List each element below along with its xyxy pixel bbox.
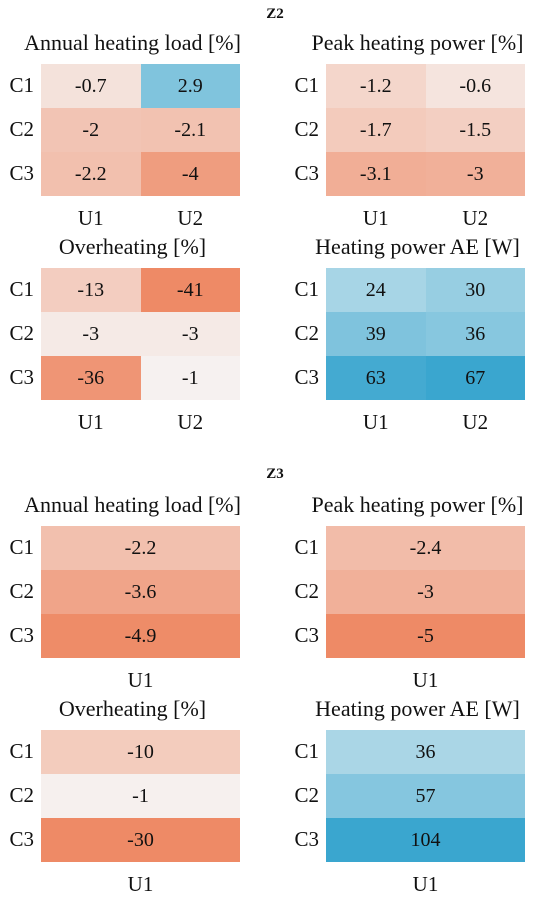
row-label: C1 [294, 535, 319, 559]
heatmap-cell: -3.6 [41, 570, 240, 615]
section-title: Z2 [266, 6, 284, 22]
heatmap-cell: 30 [425, 268, 525, 313]
panel-title: Overheating [%] [58, 234, 207, 259]
row-label: C1 [9, 739, 34, 763]
row-label: C1 [294, 277, 319, 301]
heatmap-cell: -1.7 [326, 108, 427, 153]
heatmap-panel: Heating power AE [W] 24 30 39 36 63 67 C1 C2 C3 U1… [285, 234, 550, 434]
heatmap-grid: -10 -1 -30 [41, 730, 240, 862]
heatmap-cell: 104 [326, 818, 525, 862]
column-label: U1 [362, 410, 389, 434]
panel-title: Peak heating power [%] [311, 492, 524, 517]
column-label: U1 [77, 410, 104, 434]
row-label: C1 [9, 535, 34, 559]
column-label: U2 [177, 206, 204, 230]
heatmap-cell: -41 [140, 268, 240, 313]
heatmap-grid: -13 -41 -3 -3 -36 -1 [41, 268, 240, 400]
heatmap-cell: -2.4 [326, 526, 525, 571]
heatmap-cell: -2.2 [41, 152, 142, 196]
row-label: C3 [9, 827, 34, 851]
row-label: C2 [9, 321, 34, 345]
row-label: C1 [9, 277, 34, 301]
heatmap-panel: Heating power AE [W] 36 57 104 C1 C2 C3 U1 [285, 696, 550, 896]
heatmap-panel: Peak heating power [%] -2.4 -3 -5 C1 C2 C3 U1 [285, 492, 550, 692]
column-label: U1 [412, 872, 439, 896]
heatmap-cell: 67 [425, 356, 525, 400]
heatmap-cell: -4 [140, 152, 240, 196]
panel-title: Annual heating load [%] [24, 30, 241, 55]
section-title: Z3 [266, 466, 284, 482]
row-label: C3 [294, 365, 319, 389]
heatmap-panel: Overheating [%] -10 -1 -30 C1 C2 C3 U1 [0, 696, 265, 896]
heatmap-cell: -3 [41, 312, 142, 357]
heatmap-cell: 63 [326, 356, 427, 400]
heatmap-grid: -2.2 -3.6 -4.9 [41, 526, 240, 658]
heatmap-cell: -2.1 [140, 108, 240, 153]
heatmap-cell: -3 [326, 570, 525, 615]
column-label: U1 [362, 206, 389, 230]
heatmap-cell: 36 [326, 730, 525, 775]
heatmap-cell: -1.5 [425, 108, 525, 153]
heatmap-cell: -4.9 [41, 614, 240, 658]
row-label: C2 [9, 783, 34, 807]
row-label: C2 [9, 579, 34, 603]
row-label: C3 [294, 161, 319, 185]
heatmap-cell: -10 [41, 730, 240, 775]
heatmap-panel: Annual heating load [%] -2.2 -3.6 -4.9 C1 C2 C… [0, 492, 265, 692]
row-label: C3 [294, 623, 319, 647]
column-label: U1 [127, 872, 154, 896]
heatmap-cell: -2.2 [41, 526, 240, 571]
heatmap-cell: -3 [425, 152, 525, 196]
column-label: U2 [177, 410, 204, 434]
row-label: C2 [294, 321, 319, 345]
row-label: C2 [294, 117, 319, 141]
column-label: U1 [412, 668, 439, 692]
heatmap-cell: 57 [326, 774, 525, 819]
row-label: C3 [9, 365, 34, 389]
heatmap-grid: 24 30 39 36 63 67 [326, 268, 525, 400]
column-label: U1 [77, 206, 104, 230]
panel-title: Heating power AE [W] [315, 696, 520, 721]
panel-title: Peak heating power [%] [311, 30, 524, 55]
panel-title: Annual heating load [%] [24, 492, 241, 517]
heatmap-cell: -30 [41, 818, 240, 862]
row-label: C1 [9, 73, 34, 97]
row-label: C3 [9, 623, 34, 647]
heatmap-panel: Overheating [%] -13 -41 -3 -3 -36 -1 C1 C2 C3 U1 U2 [0, 234, 265, 434]
heatmap-cell: -1 [41, 774, 240, 819]
heatmap-panel: Annual heating load [%] -0.7 2.9 -2 -2.1 -2.2… [0, 30, 265, 230]
heatmap-cell: 39 [326, 312, 427, 357]
heatmap-cell: -0.6 [425, 64, 525, 109]
panel-title: Overheating [%] [58, 696, 207, 721]
heatmap-cell: -3 [140, 312, 240, 357]
heatmap-panel: Peak heating power [%] -1.2 -0.6 -1.7 -1.5 -3… [285, 30, 550, 230]
heatmap-cell: -36 [41, 356, 142, 400]
heatmap-grid: -0.7 2.9 -2 -2.1 -2.2 -4 [41, 64, 240, 196]
heatmap-cell: -13 [41, 268, 142, 313]
row-label: C1 [294, 739, 319, 763]
row-label: C2 [294, 783, 319, 807]
panel-title: Heating power AE [W] [315, 234, 520, 259]
heatmap-cell: -1.2 [326, 64, 427, 109]
row-label: C3 [9, 161, 34, 185]
heatmap-cell: -1 [140, 356, 240, 400]
heatmap-cell: 2.9 [140, 64, 240, 109]
row-label: C3 [294, 827, 319, 851]
heatmap-grid: 36 57 104 [326, 730, 525, 862]
heatmap-cell: 24 [326, 268, 427, 313]
row-label: C2 [294, 579, 319, 603]
heatmap-cell: -3.1 [326, 152, 427, 196]
heatmap-cell: -2 [41, 108, 142, 153]
heatmap-cell: 36 [425, 312, 525, 357]
column-label: U1 [127, 668, 154, 692]
heatmap-cell: -0.7 [41, 64, 142, 109]
column-label: U2 [462, 410, 489, 434]
column-label: U2 [462, 206, 489, 230]
heatmap-grid: -1.2 -0.6 -1.7 -1.5 -3.1 -3 [326, 64, 525, 196]
heatmap-cell: -5 [326, 614, 525, 658]
heatmap-grid: -2.4 -3 -5 [326, 526, 525, 658]
row-label: C1 [294, 73, 319, 97]
row-label: C2 [9, 117, 34, 141]
